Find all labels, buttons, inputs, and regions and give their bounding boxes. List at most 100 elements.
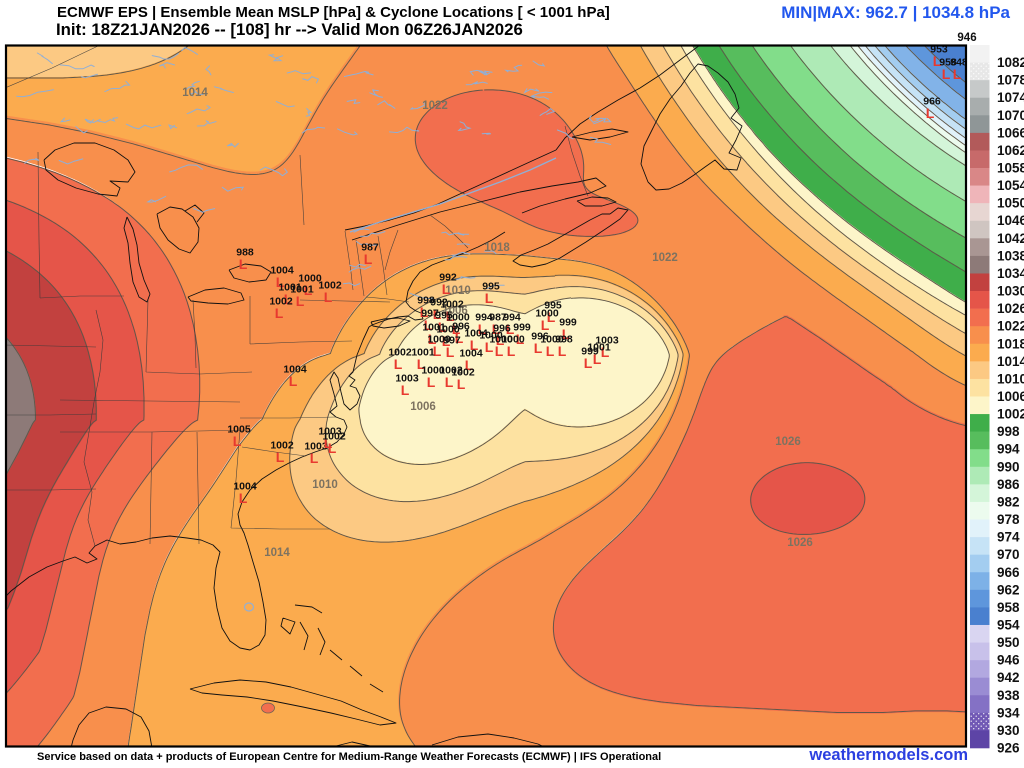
- svg-text:L: L: [562, 326, 571, 342]
- svg-text:948: 948: [950, 57, 968, 69]
- svg-text:998: 998: [555, 334, 573, 346]
- svg-text:L: L: [275, 305, 284, 321]
- svg-text:L: L: [496, 332, 505, 348]
- svg-text:990: 990: [997, 459, 1020, 474]
- svg-text:986: 986: [997, 477, 1020, 492]
- svg-text:1004: 1004: [283, 364, 307, 376]
- svg-text:1014: 1014: [182, 87, 208, 99]
- svg-text:L: L: [558, 343, 567, 359]
- svg-text:1000: 1000: [540, 334, 564, 346]
- svg-text:L: L: [457, 376, 466, 392]
- svg-text:1001: 1001: [278, 282, 302, 294]
- svg-text:L: L: [446, 344, 455, 360]
- svg-text:L: L: [953, 66, 962, 82]
- svg-text:1034: 1034: [997, 266, 1024, 281]
- svg-text:L: L: [452, 321, 461, 337]
- svg-text:942: 942: [997, 670, 1020, 685]
- svg-text:L: L: [942, 66, 951, 82]
- svg-text:L: L: [534, 340, 543, 356]
- svg-text:1018: 1018: [997, 336, 1024, 351]
- svg-text:1000: 1000: [479, 330, 503, 342]
- svg-text:1002: 1002: [388, 347, 412, 359]
- svg-text:1010: 1010: [445, 285, 471, 297]
- svg-text:L: L: [485, 290, 494, 306]
- svg-text:1001: 1001: [411, 347, 435, 359]
- svg-text:1054: 1054: [997, 178, 1024, 193]
- svg-text:L: L: [428, 331, 437, 347]
- svg-text:L: L: [424, 317, 433, 333]
- svg-text:1003: 1003: [595, 335, 619, 347]
- svg-text:1000: 1000: [446, 312, 470, 324]
- svg-text:988: 988: [236, 247, 254, 259]
- svg-text:1000: 1000: [436, 324, 460, 336]
- svg-text:1022: 1022: [422, 100, 448, 112]
- svg-text:996: 996: [452, 321, 470, 333]
- svg-text:1050: 1050: [997, 196, 1024, 211]
- svg-text:L: L: [546, 343, 555, 359]
- svg-text:1001: 1001: [587, 342, 611, 354]
- svg-text:1005: 1005: [227, 424, 251, 436]
- svg-text:1001: 1001: [290, 284, 314, 296]
- svg-text:L: L: [296, 293, 305, 309]
- svg-text:L: L: [485, 339, 494, 355]
- svg-text:994: 994: [475, 312, 493, 324]
- svg-text:1004: 1004: [270, 265, 294, 277]
- svg-text:946: 946: [957, 32, 976, 44]
- svg-text:L: L: [239, 256, 248, 272]
- svg-text:992: 992: [430, 297, 448, 309]
- svg-text:954: 954: [997, 618, 1020, 633]
- svg-text:L: L: [492, 321, 501, 337]
- svg-text:L: L: [601, 344, 610, 360]
- svg-text:L: L: [584, 355, 593, 371]
- svg-text:L: L: [433, 343, 442, 359]
- svg-text:L: L: [495, 343, 504, 359]
- svg-text:995: 995: [544, 300, 562, 312]
- svg-text:1000: 1000: [501, 334, 525, 346]
- svg-text:987: 987: [361, 242, 379, 254]
- svg-text:950: 950: [997, 635, 1020, 650]
- svg-text:998: 998: [997, 424, 1020, 439]
- svg-text:L: L: [933, 53, 942, 69]
- svg-text:L: L: [445, 374, 454, 390]
- svg-text:994: 994: [997, 442, 1020, 457]
- svg-text:1074: 1074: [997, 90, 1024, 105]
- svg-text:1014: 1014: [264, 547, 290, 559]
- svg-text:1002: 1002: [270, 440, 294, 452]
- svg-text:987: 987: [489, 312, 507, 324]
- svg-text:1022: 1022: [652, 252, 678, 264]
- svg-text:1002: 1002: [269, 296, 293, 308]
- svg-text:938: 938: [997, 688, 1020, 703]
- svg-text:L: L: [284, 291, 293, 307]
- svg-text:L: L: [541, 317, 550, 333]
- svg-text:958: 958: [997, 600, 1020, 615]
- svg-text:1002: 1002: [451, 367, 475, 379]
- svg-text:970: 970: [997, 547, 1020, 562]
- svg-text:L: L: [507, 343, 516, 359]
- svg-text:953: 953: [930, 44, 948, 56]
- svg-text:1022: 1022: [997, 319, 1024, 334]
- svg-text:998: 998: [417, 295, 435, 307]
- svg-text:L: L: [516, 331, 525, 347]
- svg-text:1002: 1002: [439, 365, 463, 377]
- svg-text:L: L: [420, 304, 429, 320]
- svg-text:1000: 1000: [427, 334, 451, 346]
- svg-text:974: 974: [997, 530, 1020, 545]
- svg-text:994: 994: [503, 312, 521, 324]
- svg-text:L: L: [364, 251, 373, 267]
- svg-text:1018: 1018: [484, 242, 510, 254]
- svg-text:997: 997: [443, 335, 461, 347]
- svg-text:934: 934: [997, 705, 1020, 720]
- svg-text:L: L: [926, 105, 935, 121]
- svg-text:L: L: [276, 449, 285, 465]
- svg-text:997: 997: [421, 308, 439, 320]
- svg-text:1002: 1002: [440, 299, 464, 311]
- svg-text:1003: 1003: [318, 426, 342, 438]
- svg-text:946: 946: [997, 653, 1020, 668]
- svg-text:L: L: [324, 435, 333, 451]
- svg-text:992: 992: [439, 272, 457, 284]
- svg-text:L: L: [465, 357, 474, 373]
- svg-text:1002: 1002: [322, 431, 346, 443]
- svg-text:L: L: [401, 382, 410, 398]
- svg-text:L: L: [506, 321, 515, 337]
- svg-text:L: L: [328, 440, 337, 456]
